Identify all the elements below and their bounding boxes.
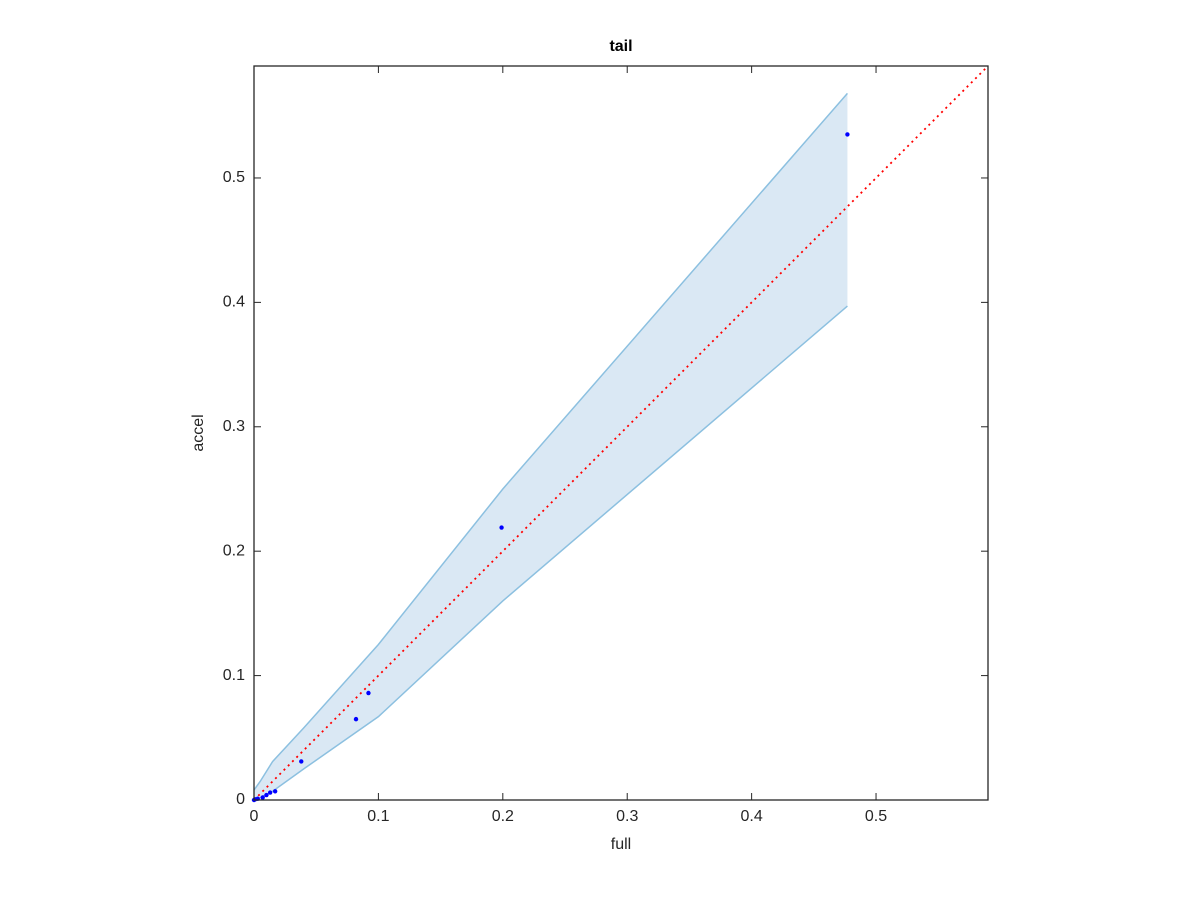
y-tick-label: 0.5 [223,169,245,186]
y-tick-label: 0.3 [223,418,245,435]
x-tick-label: 0.4 [741,808,763,825]
x-tick-label: 0.5 [865,808,887,825]
reference-line [253,65,989,801]
scatter-point [499,525,504,530]
scatter-point [845,132,850,137]
chart-title: tail [609,38,632,55]
y-tick-label: 0.1 [223,667,245,684]
band-fill [254,93,848,800]
scatter-point [272,789,278,794]
x-tick-label: 0.1 [367,808,389,825]
scatter-point [353,716,359,722]
axes-box [253,65,989,801]
scatter-point [366,690,371,696]
y-tick-label: 0 [236,791,245,808]
scatter-point [267,790,273,795]
y-axis-label: accel [190,414,207,451]
band-upper-edge [253,92,848,791]
scatter-point [299,759,304,764]
y-tick-label: 0.2 [223,542,245,559]
x-tick-label: 0.2 [492,808,514,825]
scatter-point [264,792,269,798]
scatter-point [260,795,265,800]
y-tick-label: 0.4 [223,294,245,311]
x-tick-label: 0 [250,808,259,825]
x-tick-label: 0.3 [616,808,638,825]
band-lower-edge [253,305,848,801]
x-axis-label: full [611,836,631,853]
